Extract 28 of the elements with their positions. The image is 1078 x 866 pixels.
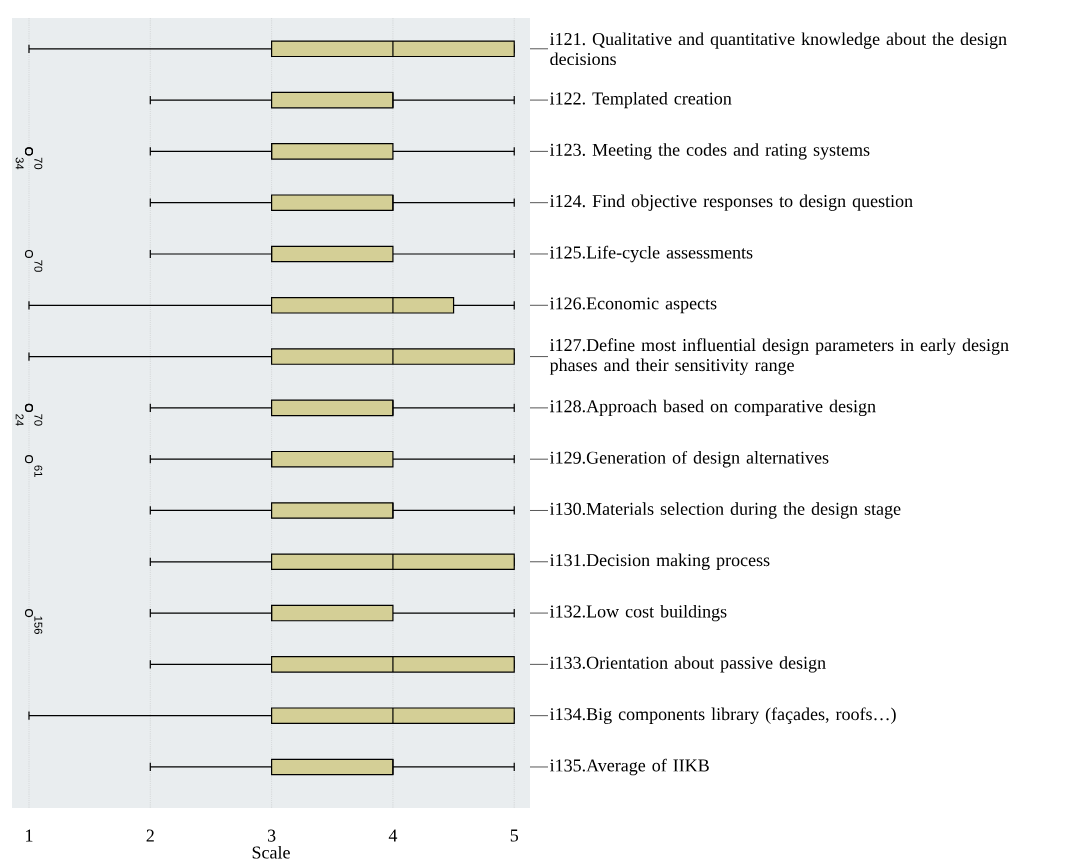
x-tick-label: 3: [267, 829, 276, 842]
y-tick-label: i123. Meeting the codes and rating systems: [549, 143, 870, 160]
annotation: 34: [15, 157, 24, 170]
x-tick-label: 1: [26, 829, 33, 842]
annotation: 70: [34, 157, 43, 170]
x-tick-label: 5: [510, 829, 519, 842]
annotation: 24: [15, 414, 24, 426]
x-axis-title: Scale: [252, 845, 290, 859]
y-tick-label: i135.Average of IIKB: [549, 758, 709, 776]
annotation: 70: [34, 260, 43, 272]
y-tick-label: i128.Approach based on comparative design: [549, 399, 876, 417]
y-tick-label: i129.Generation of design alternatives: [549, 450, 829, 468]
y-tick-label: i131.Decision making process: [549, 553, 770, 570]
x-tick-label: 2: [146, 829, 154, 842]
x-tick-label: 4: [388, 829, 398, 842]
annotation: 70: [34, 414, 43, 426]
annotation: 61: [34, 465, 43, 477]
y-tick-label: i124. Find objective responses to design question: [549, 194, 913, 211]
y-tick-label: i130.Materials selection during the design stage: [549, 502, 901, 519]
y-tick-label: i125.Life-cycle assessments: [549, 245, 753, 263]
y-tick-label: i132.Low cost buildings: [549, 604, 727, 622]
y-tick-label: i122. Templated creation: [549, 91, 732, 109]
y-tick-label: i133.Orientation about passive design: [549, 656, 826, 673]
y-tick-label: i127.Define most influential design parameters in early design phases and their sensitivity range: [549, 338, 1009, 375]
annotation: 156: [34, 616, 43, 635]
y-tick-label: i134.Big components library (façades, roofs…): [549, 707, 896, 724]
y-tick-label: i121. Qualitative and quantitative knowledge about the design decisions: [549, 32, 1007, 66]
y-tick-label: i126.Economic aspects: [549, 297, 717, 314]
